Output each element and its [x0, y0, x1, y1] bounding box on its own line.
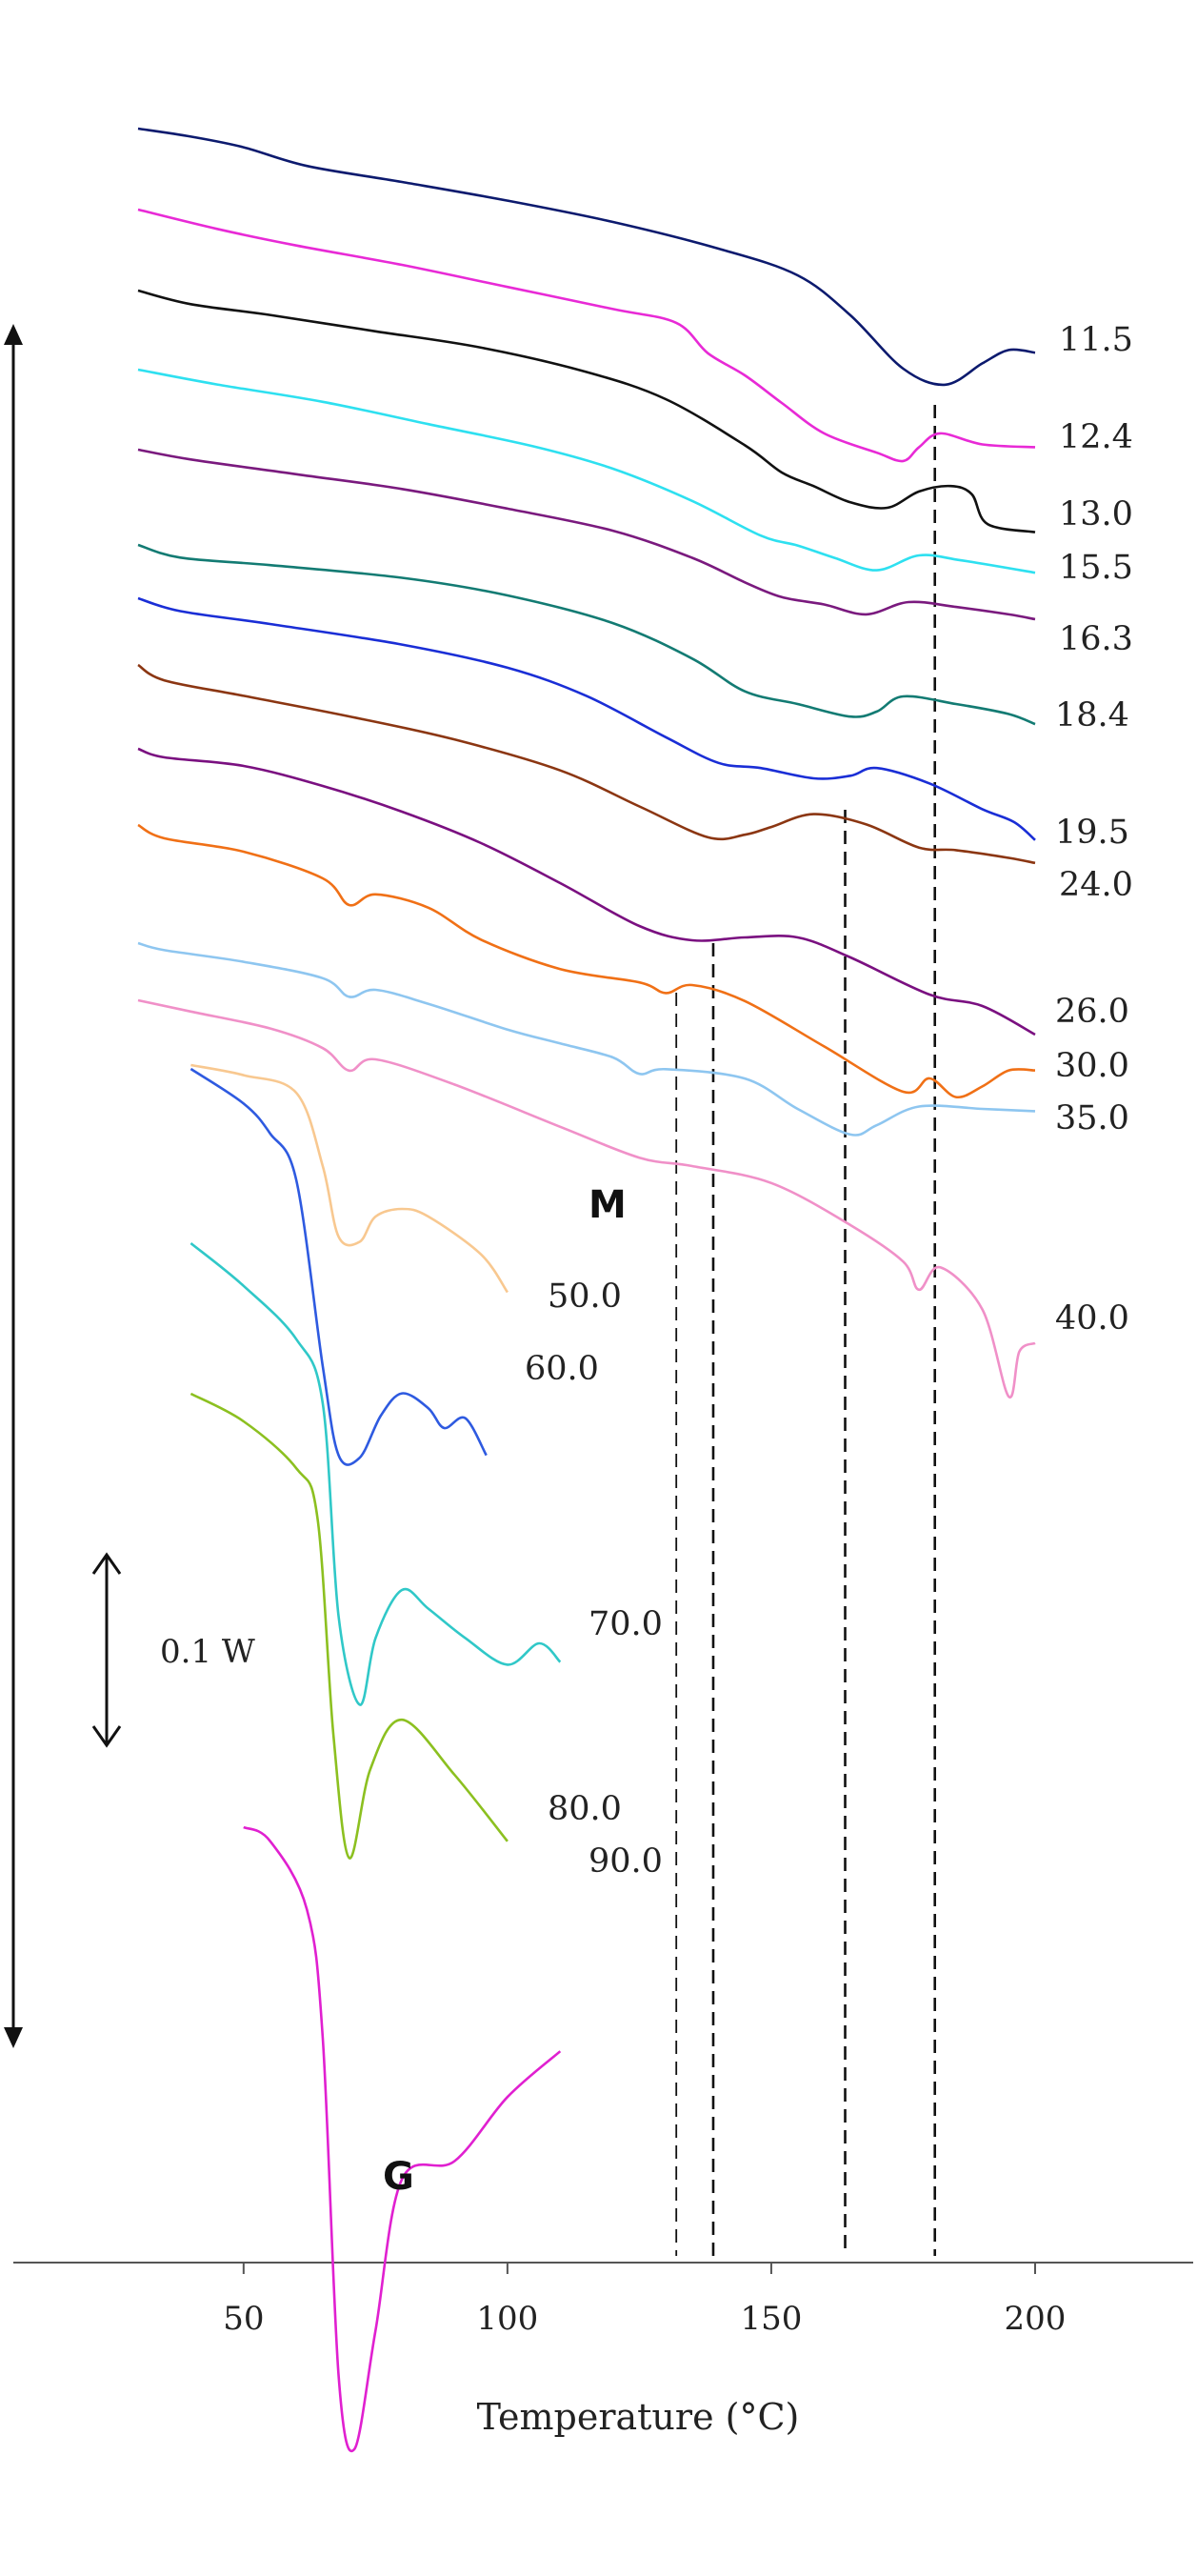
curve-label: 40.0: [1055, 1299, 1129, 1338]
curve-19-5: [137, 596, 1036, 841]
curve-label: 18.4: [1055, 696, 1129, 735]
curve-label: 19.5: [1055, 814, 1129, 852]
x-axis-title: Temperature (°C): [477, 2396, 800, 2438]
curve-18-4: [137, 543, 1036, 726]
x-axis-ticks: 50 100 150 200: [223, 2263, 1066, 2338]
annotations: MG: [383, 1183, 627, 2199]
curve-26-0: [137, 747, 1036, 1036]
curve-12-4: [137, 208, 1036, 463]
scale-bar: 0.1 W: [91, 1552, 255, 1748]
curve-60-0: [190, 1067, 488, 1466]
curve-35-0: [137, 941, 1036, 1137]
curve-50-0: [190, 1063, 509, 1294]
annotation-m: M: [589, 1183, 627, 1227]
curve-24-0: [137, 663, 1036, 865]
curve-70-0: [190, 1241, 562, 1706]
curve-label: 12.4: [1059, 418, 1133, 456]
x-tick-label: 150: [740, 2300, 802, 2338]
stack-range-arrow: [4, 324, 23, 2048]
x-axis: 50 100 150 200 Temperature (°C): [13, 2262, 1193, 2438]
curve-label: 15.5: [1059, 549, 1133, 587]
curve-label: 50.0: [548, 1278, 622, 1316]
curve-label: 35.0: [1055, 1099, 1129, 1137]
annotation-g: G: [383, 2155, 414, 2199]
x-tick-label: 200: [1005, 2300, 1067, 2338]
curve-11-5: [137, 127, 1036, 387]
curve-label: 24.0: [1059, 866, 1133, 904]
curve-label: 26.0: [1055, 993, 1129, 1031]
scale-bar-label: 0.1 W: [160, 1633, 255, 1671]
curve-40-0: [137, 998, 1036, 1399]
x-tick-label: 50: [223, 2300, 264, 2338]
curve-label: 13.0: [1059, 495, 1133, 533]
curve-label: 30.0: [1055, 1047, 1129, 1085]
curve-label: 80.0: [548, 1790, 622, 1828]
curve-15-5: [137, 368, 1036, 574]
curve-label: 60.0: [525, 1350, 599, 1388]
x-tick-label: 100: [476, 2300, 538, 2338]
curve-90-0: [243, 1825, 562, 2453]
curve-label: 90.0: [589, 1842, 663, 1881]
curves: [137, 127, 1036, 2453]
curve-label: 16.3: [1059, 620, 1133, 658]
curve-labels: 11.5 12.4 13.0 15.5 16.3 18.4 19.5 24.0 26.0 30.0…: [525, 321, 1133, 1881]
curve-80-0: [190, 1392, 509, 1860]
reference-lines: [675, 405, 937, 2256]
curve-label: 11.5: [1059, 321, 1133, 359]
curve-30-0: [137, 823, 1036, 1099]
curve-13-0: [137, 289, 1036, 533]
curve-label: 70.0: [589, 1605, 663, 1643]
curve-16-3: [137, 448, 1036, 621]
